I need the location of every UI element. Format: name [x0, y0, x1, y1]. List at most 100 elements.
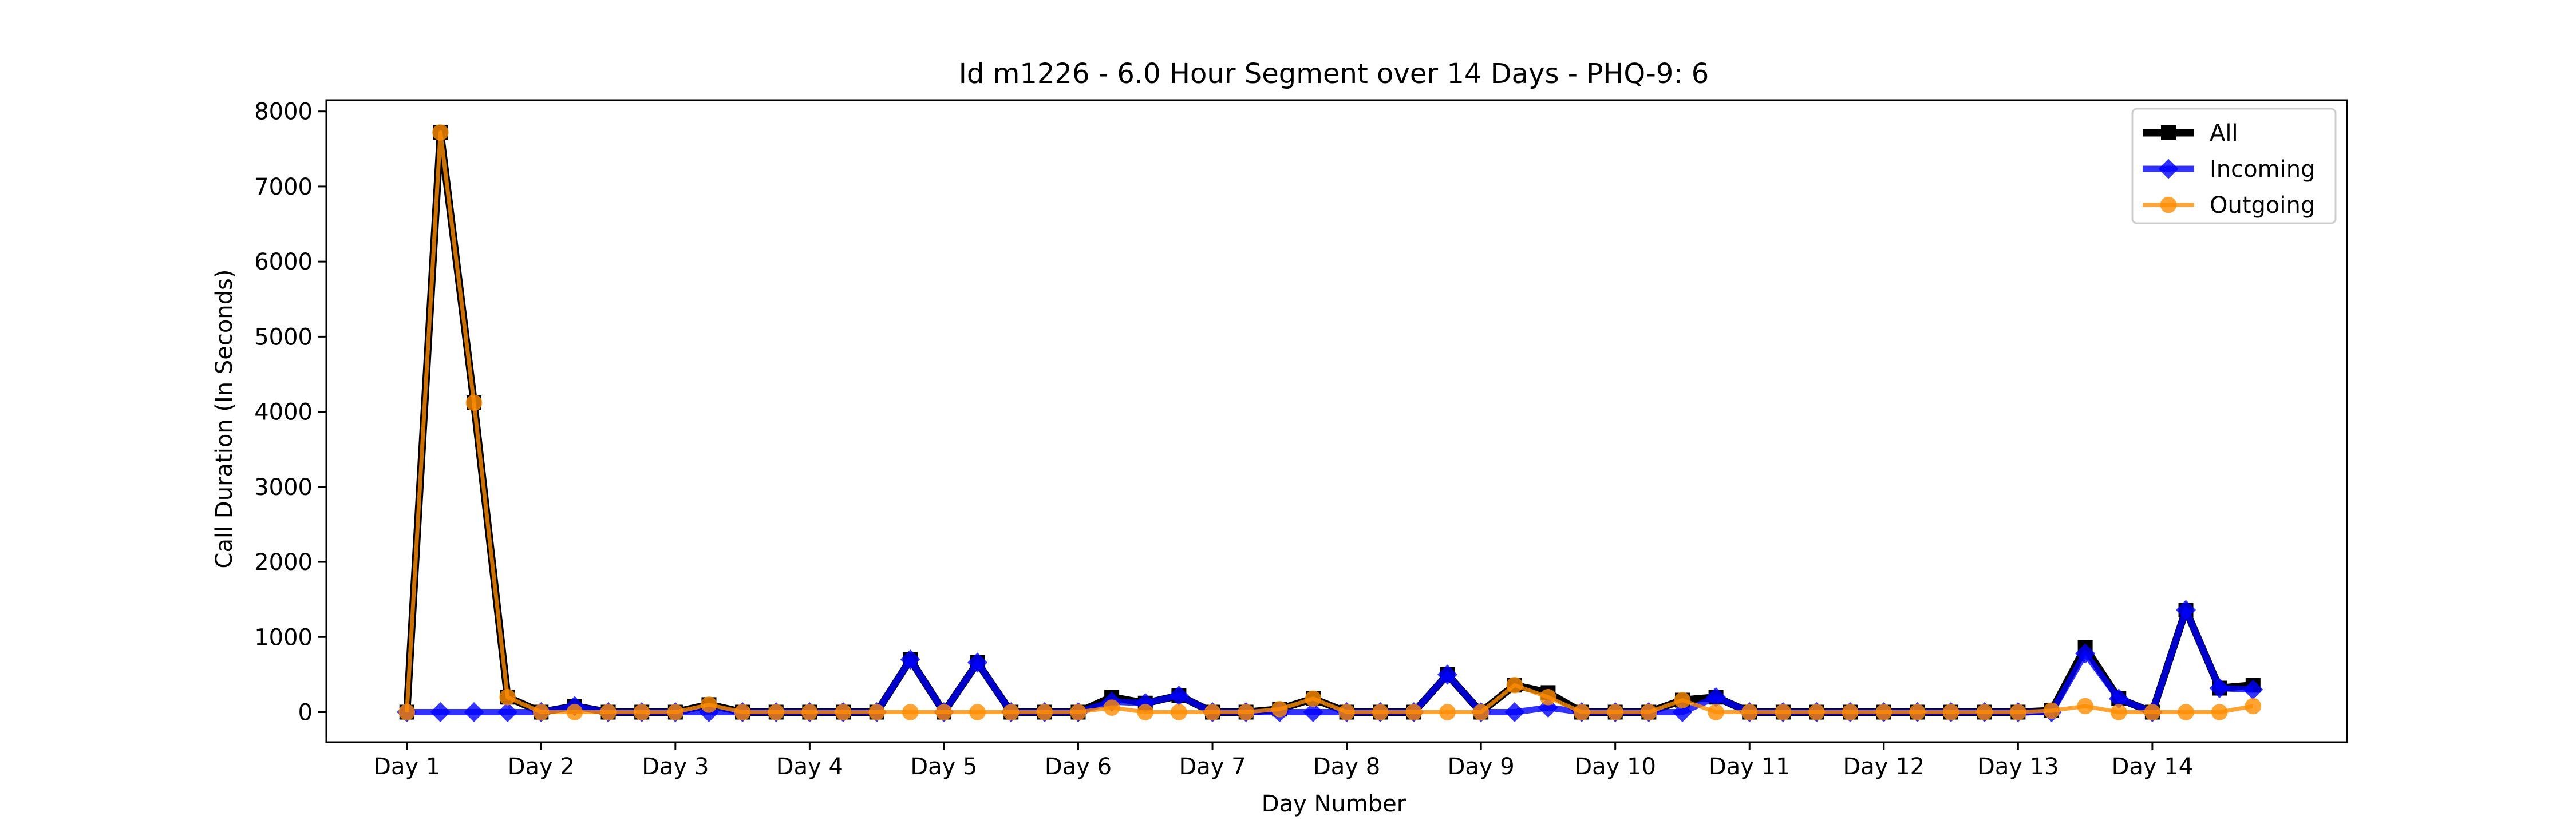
incoming-point — [967, 652, 988, 673]
outgoing-point — [1909, 704, 1926, 720]
legend-label: All — [2210, 120, 2238, 146]
outgoing-point — [465, 394, 483, 411]
incoming-point — [497, 702, 518, 723]
outgoing-point — [499, 688, 516, 706]
legend-marker — [2160, 196, 2177, 213]
axes-frame — [325, 99, 2348, 743]
outgoing-point — [1002, 704, 1020, 720]
outgoing-point — [1708, 704, 1724, 720]
outgoing-point — [2245, 698, 2262, 715]
outgoing-point — [969, 704, 986, 720]
outgoing-point — [1372, 704, 1389, 720]
y-tick-label: 4000 — [254, 399, 313, 426]
outgoing-point — [600, 704, 617, 720]
legend-marker — [2161, 125, 2176, 140]
incoming-point — [430, 702, 451, 723]
outgoing-point — [2211, 704, 2228, 720]
x-tick-label: Day 13 — [1977, 754, 2059, 780]
outgoing-point — [768, 704, 785, 720]
y-tick-label: 0 — [298, 700, 313, 726]
outgoing-point — [1070, 704, 1086, 720]
outgoing-point — [532, 704, 550, 720]
x-tick-label: Day 2 — [508, 754, 575, 780]
legend-label: Incoming — [2210, 156, 2315, 183]
outgoing-point — [1036, 704, 1053, 720]
plot-area: 0 1000 2000 3000 4000 5000 6000 7000 8000 Day 1 Da… — [254, 99, 2348, 780]
outgoing-point — [1808, 704, 1825, 720]
legend-entry-incoming: Incoming — [2143, 156, 2315, 183]
x-tick-label: Day 6 — [1045, 754, 1112, 780]
outgoing-point — [835, 704, 852, 720]
y-tick-label: 7000 — [254, 174, 313, 200]
outgoing-point — [1573, 704, 1590, 720]
outgoing-point — [935, 704, 953, 720]
outgoing-point — [868, 704, 885, 720]
outgoing-point — [1540, 688, 1556, 706]
x-tick-label: Day 8 — [1313, 754, 1380, 780]
outgoing-point — [2010, 704, 2026, 720]
outgoing-point — [1439, 704, 1456, 720]
outgoing-point — [1741, 704, 1758, 720]
outgoing-point — [2110, 704, 2127, 720]
outgoing-point — [2077, 698, 2093, 715]
x-axis-label: Day Number — [1262, 791, 1406, 817]
incoming-point — [1504, 702, 1525, 723]
incoming-point — [1672, 702, 1693, 723]
outgoing-point — [1942, 704, 1959, 720]
x-tick-label: Day 7 — [1179, 754, 1246, 780]
incoming-point — [1303, 702, 1323, 723]
y-tick-label: 5000 — [254, 324, 313, 350]
outgoing-point — [1305, 690, 1322, 707]
y-tick-label: 1000 — [254, 624, 313, 651]
outgoing-point — [801, 704, 818, 720]
outgoing-point — [1238, 704, 1254, 720]
x-tick-label: Day 9 — [1448, 754, 1515, 780]
outgoing-point — [1171, 704, 1187, 720]
outgoing-point — [1338, 704, 1355, 720]
outgoing-point — [902, 704, 919, 720]
legend-box — [2131, 108, 2337, 224]
outgoing-point — [1472, 704, 1490, 720]
outgoing-point — [398, 704, 416, 720]
incoming-point — [464, 702, 484, 723]
legend-entry-all: All — [2143, 120, 2238, 146]
x-tick-label: Day 5 — [910, 754, 977, 780]
incoming-point — [2209, 678, 2230, 699]
x-tick-label: Day 14 — [2112, 754, 2194, 780]
legend: All Incoming Outgoing — [2131, 108, 2337, 224]
outgoing-point — [701, 696, 717, 713]
incoming-point — [2175, 600, 2196, 620]
x-tick-label: Day 3 — [642, 754, 709, 780]
incoming-point — [2108, 688, 2129, 709]
outgoing-point — [1775, 704, 1792, 720]
outgoing-point — [1641, 704, 1657, 720]
outgoing-point — [432, 124, 449, 141]
x-tick-label: Day 1 — [373, 754, 440, 780]
legend-marker — [2158, 159, 2179, 179]
outgoing-point — [734, 704, 751, 720]
outgoing-point — [2144, 704, 2161, 720]
y-tick-label: 3000 — [254, 474, 313, 501]
chart-title: Id m1226 - 6.0 Hour Segment over 14 Days… — [959, 58, 1709, 90]
outgoing-point — [1506, 676, 1523, 694]
legend-label: Outgoing — [2210, 192, 2315, 219]
outgoing-point — [1103, 699, 1120, 716]
x-tick-label: Day 10 — [1574, 754, 1656, 780]
x-tick-label: Day 12 — [1843, 754, 1925, 780]
legend-entry-outgoing: Outgoing — [2143, 192, 2315, 219]
incoming-point — [2243, 679, 2263, 700]
outgoing-point — [1607, 704, 1623, 720]
outgoing-point — [1271, 700, 1288, 718]
outgoing-point — [633, 704, 650, 720]
incoming-point — [1437, 664, 1458, 685]
outgoing-point — [1976, 704, 1993, 720]
outgoing-point — [667, 704, 684, 720]
outgoing-point — [1674, 692, 1691, 708]
outgoing-point — [2178, 704, 2194, 720]
incoming-point — [2075, 643, 2096, 664]
x-tick-label: Day 4 — [776, 754, 843, 780]
incoming-point — [1168, 686, 1189, 706]
incoming-point — [1706, 687, 1726, 707]
incoming-point — [900, 649, 920, 670]
